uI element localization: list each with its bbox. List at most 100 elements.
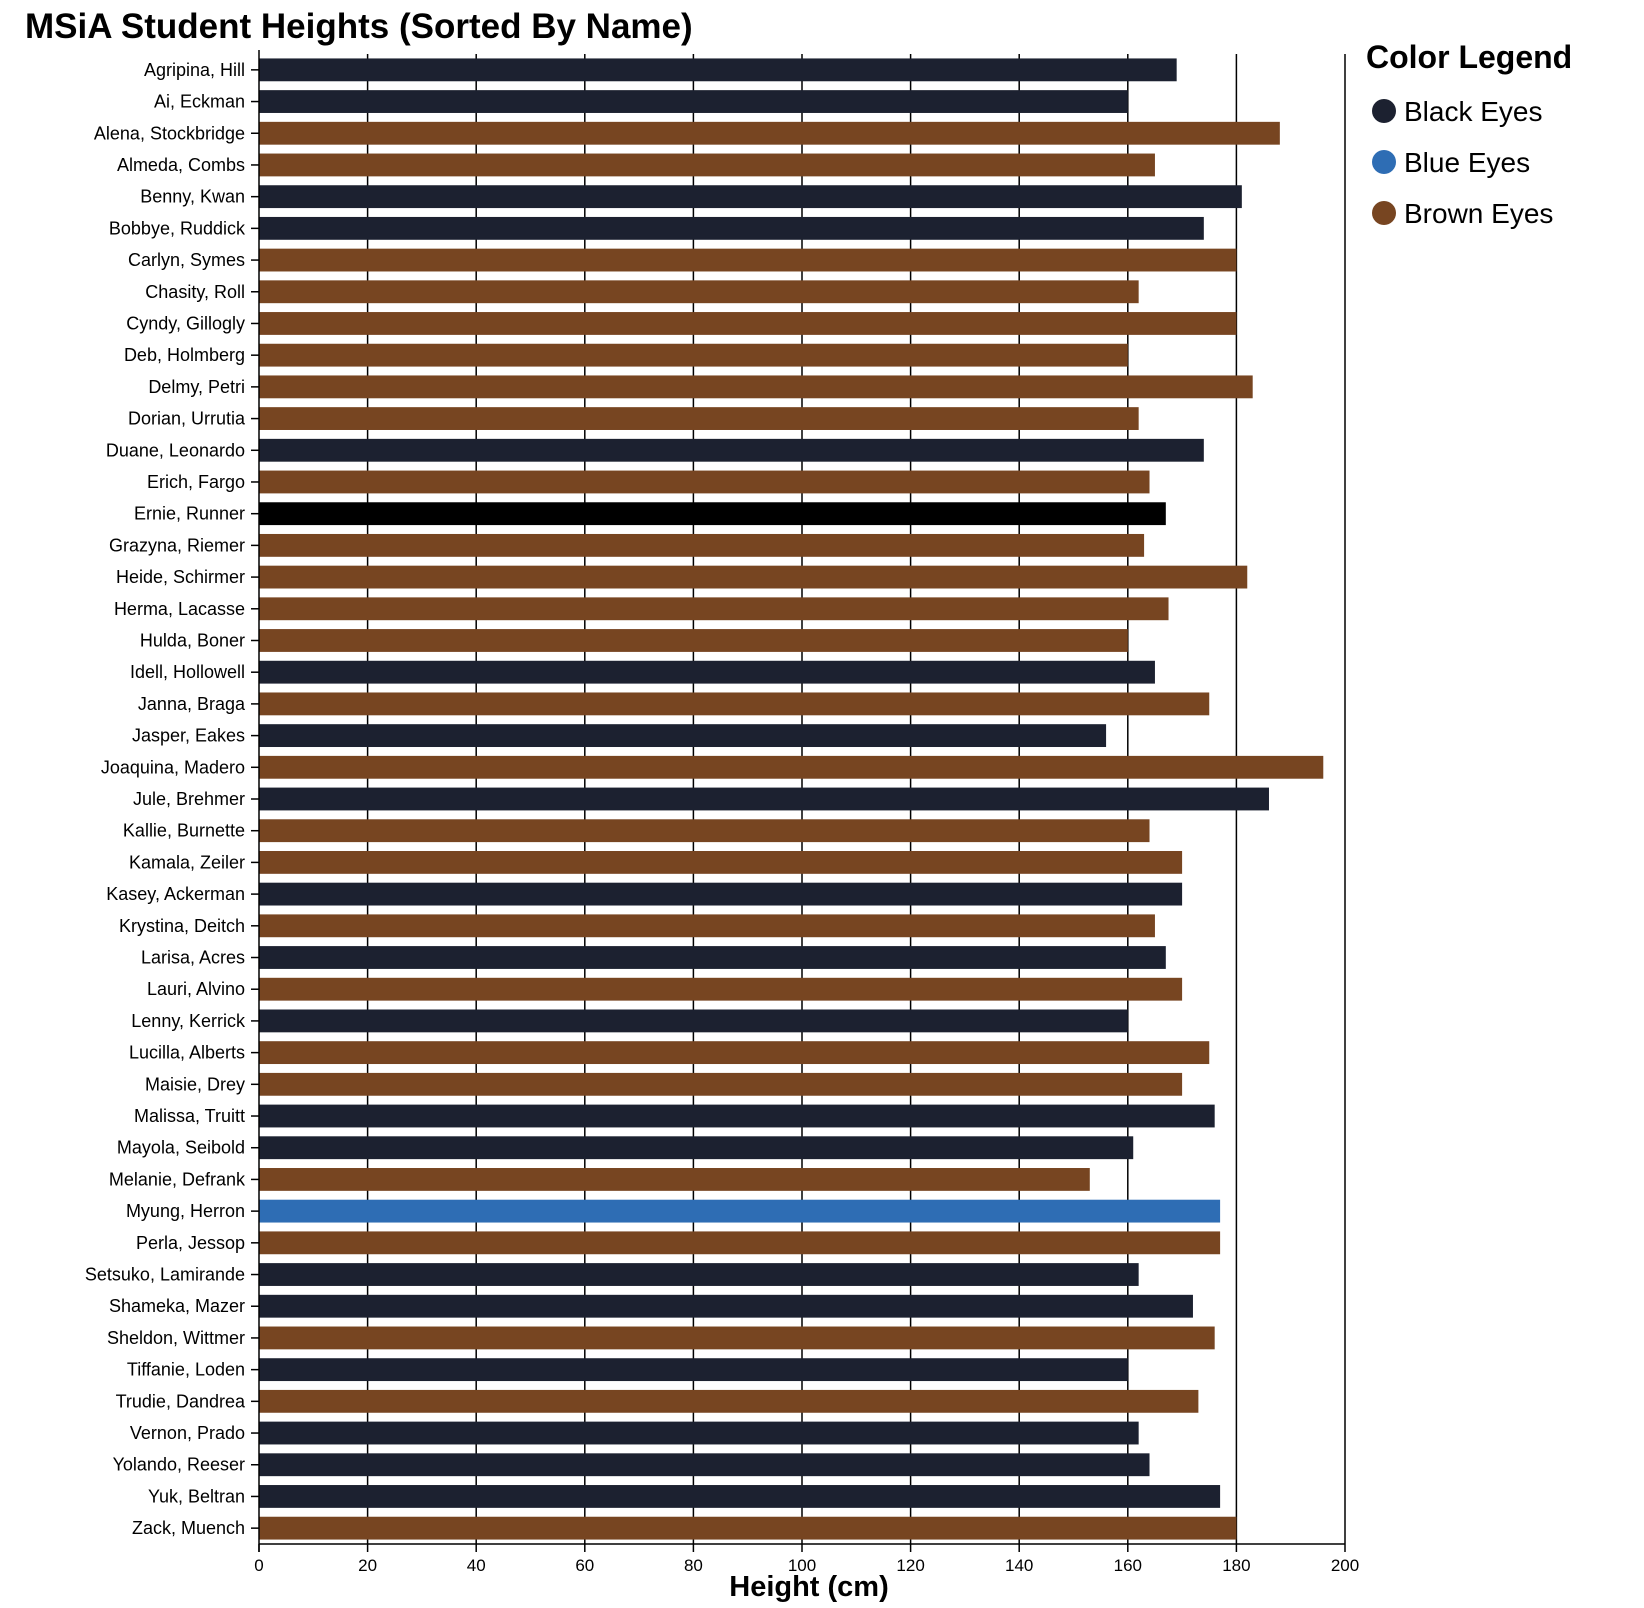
category-label: Krystina, Deitch <box>119 916 245 936</box>
bar <box>259 1263 1139 1286</box>
category-label: Sheldon, Wittmer <box>107 1328 245 1348</box>
category-label: Jasper, Eakes <box>132 726 245 746</box>
bar <box>259 1199 1221 1223</box>
category-label: Shameka, Mazer <box>109 1296 245 1316</box>
bar <box>259 1104 1215 1128</box>
bar <box>259 58 1177 82</box>
category-label: Maisie, Drey <box>145 1074 245 1094</box>
category-label: Kasey, Ackerman <box>106 884 245 904</box>
bar <box>259 1358 1128 1382</box>
legend-label: Blue Eyes <box>1404 147 1530 178</box>
x-tick-label: 0 <box>254 1556 263 1575</box>
category-label: Hulda, Boner <box>140 630 245 650</box>
bar <box>259 755 1324 779</box>
bar <box>259 1041 1210 1065</box>
bar <box>259 977 1183 1001</box>
bar <box>259 882 1183 906</box>
bar <box>259 1168 1090 1191</box>
category-label: Grazyna, Riemer <box>109 535 245 555</box>
category-label: Perla, Jessop <box>136 1233 245 1253</box>
bar <box>259 438 1204 462</box>
bar <box>259 1453 1150 1477</box>
x-axis-title: Height (cm) <box>729 1571 889 1603</box>
legend-swatch <box>1372 201 1396 225</box>
category-label: Lucilla, Alberts <box>129 1043 245 1063</box>
x-tick-label: 140 <box>1005 1556 1033 1575</box>
legend: Color Legend Black Eyes Blue Eyes Brown Ey… <box>1366 39 1572 229</box>
x-tick-label: 120 <box>896 1556 924 1575</box>
bars <box>259 58 1324 1540</box>
category-label: Almeda, Combs <box>117 155 245 175</box>
bar <box>259 280 1139 304</box>
bar <box>259 629 1128 652</box>
bar <box>259 1294 1193 1318</box>
bar <box>259 343 1128 367</box>
bar <box>259 914 1155 938</box>
category-label: Janna, Braga <box>138 694 246 714</box>
bar <box>259 850 1183 874</box>
x-tick-label: 180 <box>1222 1556 1250 1575</box>
category-label: Ernie, Runner <box>134 504 245 524</box>
legend-swatch <box>1372 99 1396 123</box>
category-label: Yuk, Beltran <box>148 1486 245 1506</box>
legend-label: Black Eyes <box>1404 96 1543 127</box>
bar <box>259 153 1155 177</box>
category-label: Kallie, Burnette <box>123 821 245 841</box>
bar <box>259 1231 1221 1255</box>
bar <box>259 1485 1221 1508</box>
x-tick-label: 160 <box>1114 1556 1142 1575</box>
bar <box>259 216 1204 240</box>
bar <box>259 185 1242 209</box>
category-label: Dorian, Urrutia <box>128 409 246 429</box>
bar <box>259 1516 1237 1540</box>
category-label: Joaquina, Madero <box>101 757 245 777</box>
bar <box>259 121 1280 145</box>
x-tick-label: 200 <box>1331 1556 1359 1575</box>
x-axis: 0 20 40 60 80 100 120 140 160 180 200 <box>254 1543 1359 1575</box>
category-label: Jule, Brehmer <box>133 789 245 809</box>
bar <box>259 787 1269 811</box>
chart-title: MSiA Student Heights (Sorted By Name) <box>25 7 693 46</box>
bar <box>259 660 1155 684</box>
category-label: Trudie, Dandrea <box>116 1391 246 1411</box>
category-label: Agripina, Hill <box>144 60 245 80</box>
x-tick-label: 60 <box>575 1556 594 1575</box>
category-label: Kamala, Zeiler <box>129 852 245 872</box>
bar <box>259 692 1210 716</box>
bar <box>259 1136 1134 1160</box>
category-label: Zack, Muench <box>132 1518 245 1538</box>
y-axis: Agripina, Hill Ai, Eckman Alena, Stockbrid… <box>85 50 260 1552</box>
category-label: Chasity, Roll <box>145 282 245 302</box>
bar <box>259 375 1253 399</box>
bar <box>259 248 1237 272</box>
category-label: Mayola, Seibold <box>117 1138 245 1158</box>
category-label: Deb, Holmberg <box>124 345 245 365</box>
bar <box>259 312 1237 335</box>
bar <box>259 1072 1183 1096</box>
bar <box>259 1389 1199 1413</box>
bar <box>259 470 1150 494</box>
x-tick-label: 80 <box>684 1556 703 1575</box>
category-label: Myung, Herron <box>126 1201 245 1221</box>
bar <box>259 1009 1128 1033</box>
category-label: Carlyn, Symes <box>128 250 245 270</box>
category-label: Melanie, Defrank <box>109 1169 246 1189</box>
category-label: Vernon, Prado <box>130 1423 245 1443</box>
legend-title: Color Legend <box>1366 39 1572 75</box>
bar <box>259 533 1145 557</box>
category-label: Malissa, Truitt <box>134 1106 245 1126</box>
bar <box>259 819 1150 843</box>
bar <box>259 1326 1215 1350</box>
category-label: Erich, Fargo <box>147 472 245 492</box>
bar <box>259 407 1139 430</box>
category-label: Heide, Schirmer <box>116 567 245 587</box>
x-tick-label: 20 <box>358 1556 377 1575</box>
category-label: Tiffanie, Loden <box>127 1360 245 1380</box>
legend-label: Brown Eyes <box>1404 198 1553 229</box>
bar <box>259 1421 1139 1445</box>
category-label: Larisa, Acres <box>141 948 245 968</box>
bar <box>259 724 1107 748</box>
category-label: Bobbye, Ruddick <box>109 218 246 238</box>
category-label: Benny, Kwan <box>140 187 245 207</box>
